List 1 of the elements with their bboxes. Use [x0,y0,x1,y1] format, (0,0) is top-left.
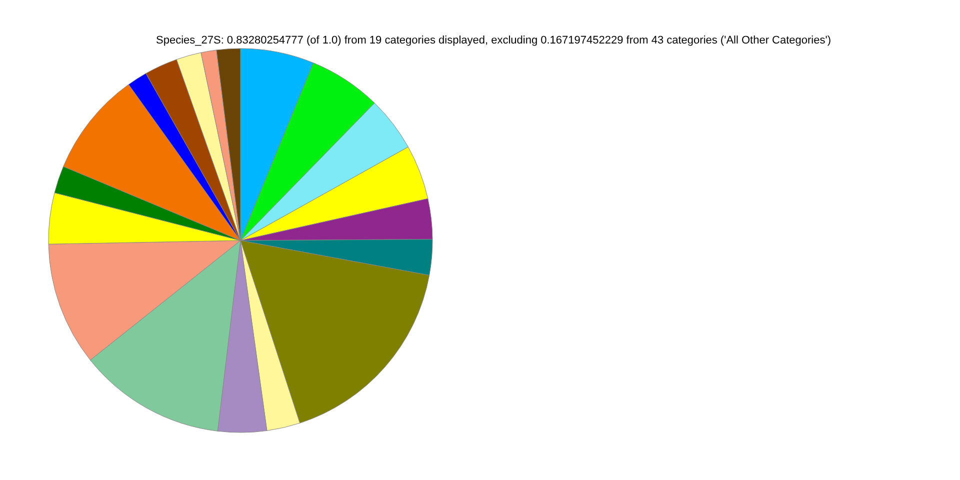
text: Species_27S: 0.83280254777 (of 1.0) from 19 categories displayed, excluding 0.167197452229 from 43 categories ('All Other Categories') [156,34,832,46]
